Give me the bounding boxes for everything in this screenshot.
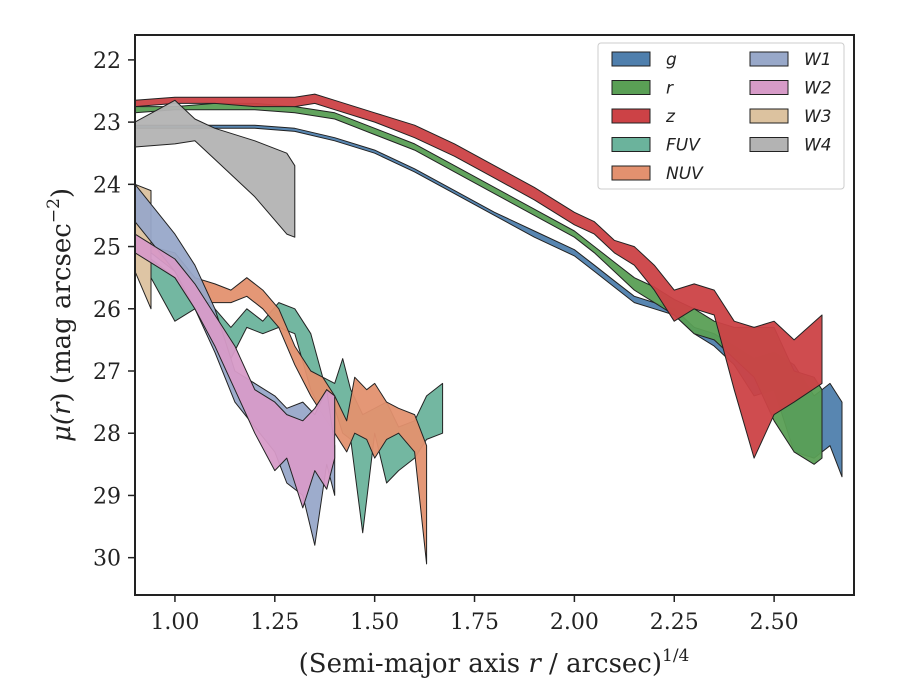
x-tick-label: 1.75 <box>450 610 499 635</box>
legend: grz FUV NUV W1 W2 W3 W4 <box>597 42 845 190</box>
y-tick-label: 23 <box>93 111 121 136</box>
x-tick-label: 1.00 <box>150 610 199 635</box>
y-tick-label: 26 <box>93 298 121 323</box>
legend-frame <box>597 42 845 190</box>
legend-swatch-z <box>611 108 651 124</box>
y-tick-label: 24 <box>93 173 121 198</box>
band-r <box>134 102 823 465</box>
y-axis: 22 23 24 25 26 27 28 29 30 <box>93 49 135 572</box>
band-z <box>134 93 823 459</box>
x-tick-label: 2.00 <box>550 610 599 635</box>
x-tick-label: 2.50 <box>750 610 799 635</box>
y-tick-label: 30 <box>93 547 121 572</box>
y-axis-label: μ(r) (mag arcsec−2) <box>44 188 77 442</box>
band-w4 <box>134 99 296 238</box>
y-tick-label: 22 <box>93 49 121 74</box>
legend-label-nuv: NUV <box>666 164 704 184</box>
legend-swatch-w4 <box>749 137 789 152</box>
plot-frame <box>134 34 855 596</box>
x-axis: 1.00 1.25 1.50 1.75 2.00 2.25 2.50 <box>150 595 799 635</box>
legend-swatch-r <box>611 80 651 95</box>
band-w2 <box>134 233 336 509</box>
x-tick-label: 1.50 <box>350 610 399 635</box>
y-tick-label: 28 <box>93 422 121 447</box>
band-nuv <box>150 246 428 565</box>
series-bands <box>134 93 843 565</box>
legend-label-z: z <box>665 107 676 127</box>
x-tick-label: 2.25 <box>650 610 699 635</box>
legend-label-w3: W3 <box>804 107 832 127</box>
legend-label-fuv: FUV <box>666 136 701 156</box>
x-axis-label: (Semi-major axis r / arcsec)1/4 <box>299 646 690 679</box>
band-g <box>134 124 843 478</box>
y-tick-label: 25 <box>93 236 121 261</box>
x-tick-label: 1.25 <box>250 610 299 635</box>
y-tick-label: 29 <box>93 484 121 509</box>
y-tick-label: 27 <box>93 360 121 385</box>
legend-label-w4: W4 <box>804 136 832 156</box>
legend-label-g: g <box>666 50 677 70</box>
legend-swatch-g <box>611 51 651 67</box>
band-fuv <box>150 258 444 534</box>
legend-swatch-w3 <box>749 108 789 124</box>
legend-label-w2: W2 <box>804 79 832 99</box>
legend-label-w1: W1 <box>804 50 832 70</box>
legend-label-r: r <box>666 79 674 99</box>
legend-swatch-nuv <box>611 165 651 181</box>
legend-swatch-w1 <box>749 51 789 67</box>
legend-swatch-fuv <box>611 137 651 152</box>
legend-swatch-w2 <box>749 80 789 95</box>
